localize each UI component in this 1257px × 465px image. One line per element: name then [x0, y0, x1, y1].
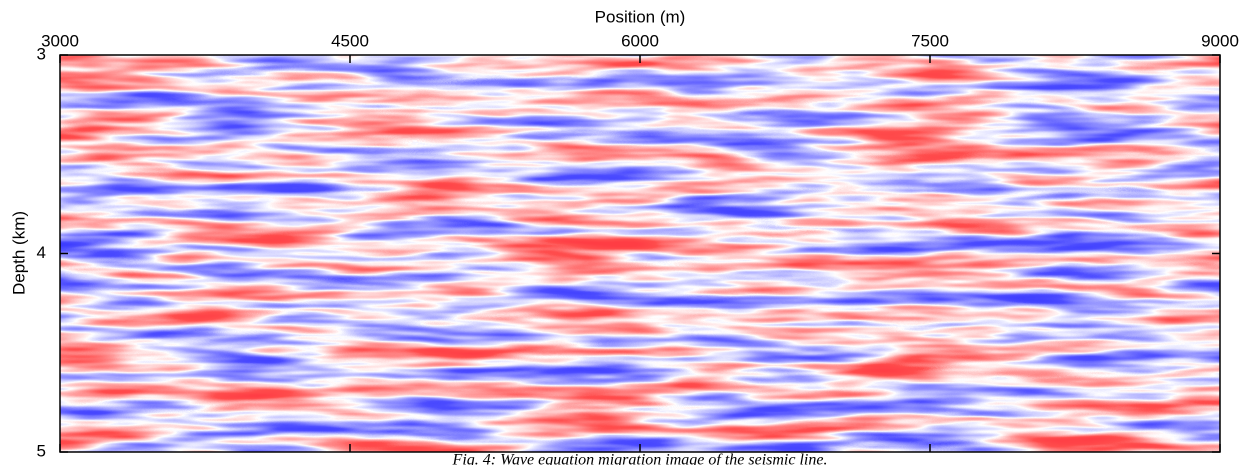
x-tick-label: 3000 [41, 31, 79, 50]
x-axis-label: Position (m) [595, 7, 686, 26]
x-tick-label: 6000 [621, 31, 659, 50]
caption: Fig. 4: Wave equation migration image of… [452, 452, 828, 465]
x-tick-label: 9000 [1201, 31, 1239, 50]
seismic-image [60, 55, 1220, 452]
y-tick-label: 5 [37, 441, 46, 460]
y-axis-label: Depth (km) [9, 211, 28, 295]
y-tick-label: 4 [37, 243, 46, 262]
y-tick-label: 3 [37, 44, 46, 63]
x-tick-label: 7500 [911, 31, 949, 50]
x-tick-label: 4500 [331, 31, 369, 50]
